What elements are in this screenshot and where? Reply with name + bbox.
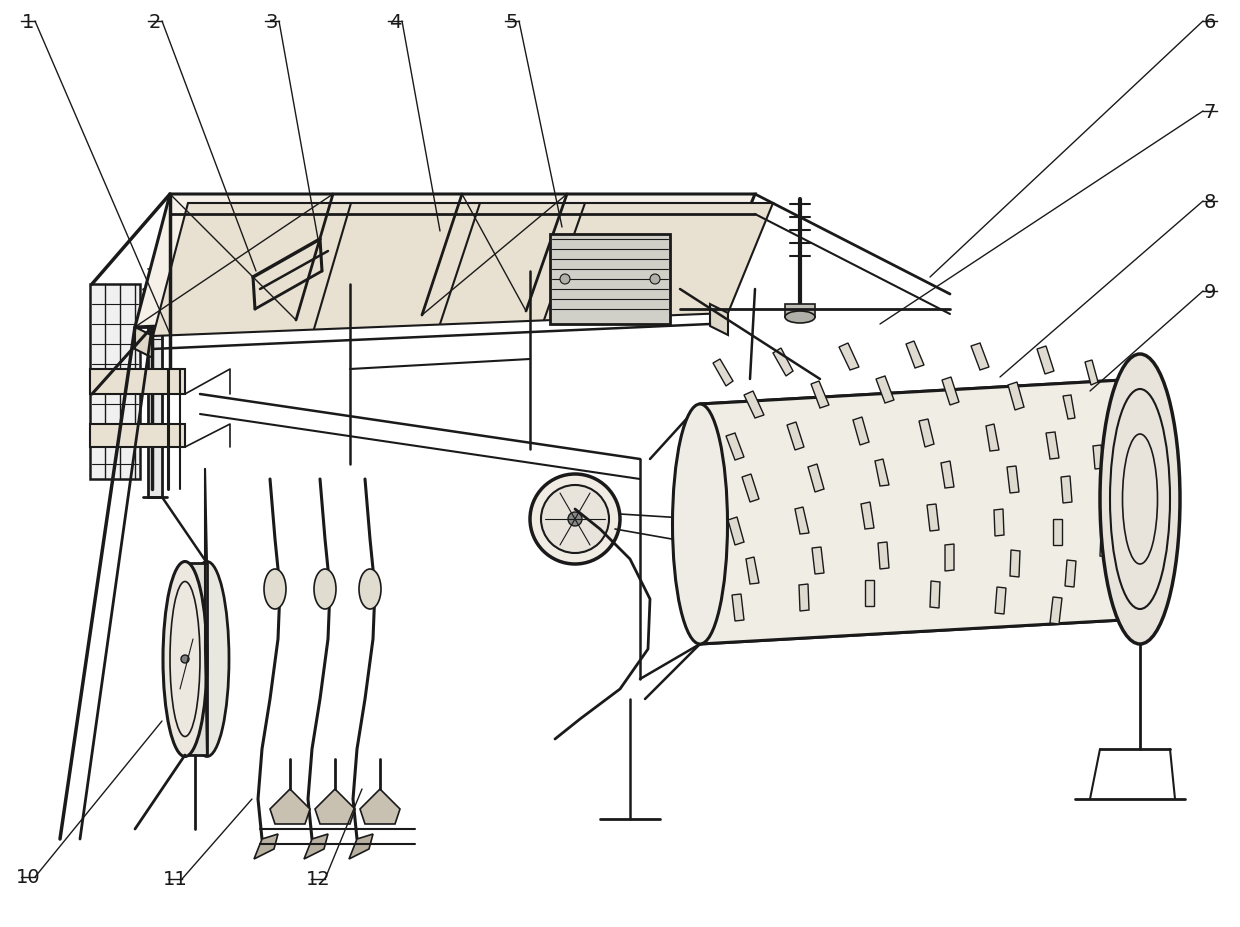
Ellipse shape xyxy=(560,274,570,285)
Ellipse shape xyxy=(264,569,286,609)
Polygon shape xyxy=(315,789,355,824)
Text: 3: 3 xyxy=(265,12,278,32)
Polygon shape xyxy=(1085,361,1097,386)
Polygon shape xyxy=(1092,446,1104,469)
Polygon shape xyxy=(866,580,874,606)
Polygon shape xyxy=(701,379,1140,644)
Polygon shape xyxy=(994,510,1004,537)
Polygon shape xyxy=(799,584,808,611)
Ellipse shape xyxy=(529,475,620,565)
Polygon shape xyxy=(861,502,874,529)
Ellipse shape xyxy=(162,562,207,756)
Polygon shape xyxy=(713,360,733,387)
Text: 2: 2 xyxy=(149,12,161,32)
Polygon shape xyxy=(91,425,185,448)
Polygon shape xyxy=(1008,383,1024,411)
Polygon shape xyxy=(270,789,310,824)
Polygon shape xyxy=(1047,433,1059,460)
Text: 1: 1 xyxy=(22,12,35,32)
Polygon shape xyxy=(725,434,744,461)
Polygon shape xyxy=(185,564,207,756)
Polygon shape xyxy=(942,377,959,406)
Polygon shape xyxy=(787,423,804,451)
Ellipse shape xyxy=(360,569,381,609)
Ellipse shape xyxy=(568,513,582,527)
Polygon shape xyxy=(945,544,954,571)
Text: 8: 8 xyxy=(1204,192,1216,211)
Ellipse shape xyxy=(314,569,336,609)
Polygon shape xyxy=(812,548,825,575)
Polygon shape xyxy=(1063,396,1075,420)
Polygon shape xyxy=(994,588,1006,615)
Polygon shape xyxy=(1050,597,1061,624)
Polygon shape xyxy=(811,382,830,409)
Ellipse shape xyxy=(672,404,728,644)
Polygon shape xyxy=(941,462,954,489)
Text: 10: 10 xyxy=(16,868,41,886)
Polygon shape xyxy=(551,235,670,324)
Polygon shape xyxy=(148,289,162,498)
Ellipse shape xyxy=(1100,355,1180,644)
Polygon shape xyxy=(808,464,825,492)
Text: 9: 9 xyxy=(1204,282,1216,301)
Polygon shape xyxy=(853,417,869,446)
Text: 12: 12 xyxy=(305,870,330,889)
Polygon shape xyxy=(135,327,153,359)
Polygon shape xyxy=(930,581,940,608)
Polygon shape xyxy=(304,834,329,859)
Ellipse shape xyxy=(650,274,660,285)
Polygon shape xyxy=(773,349,794,376)
Polygon shape xyxy=(135,195,755,327)
Polygon shape xyxy=(728,517,744,545)
Ellipse shape xyxy=(181,655,188,664)
Polygon shape xyxy=(971,344,990,371)
Polygon shape xyxy=(742,475,759,502)
Polygon shape xyxy=(919,420,934,448)
Ellipse shape xyxy=(541,486,609,553)
Text: 5: 5 xyxy=(506,12,518,32)
Polygon shape xyxy=(1065,561,1076,588)
Polygon shape xyxy=(91,370,185,395)
Polygon shape xyxy=(875,460,889,487)
Polygon shape xyxy=(1061,476,1073,503)
Polygon shape xyxy=(1007,466,1019,493)
Ellipse shape xyxy=(785,311,815,324)
Text: 7: 7 xyxy=(1204,102,1216,121)
Polygon shape xyxy=(785,305,815,318)
Polygon shape xyxy=(878,542,889,569)
Polygon shape xyxy=(795,507,808,535)
Polygon shape xyxy=(1011,551,1021,578)
Polygon shape xyxy=(254,834,278,859)
Polygon shape xyxy=(875,376,894,403)
Text: 4: 4 xyxy=(389,12,402,32)
Polygon shape xyxy=(986,425,999,451)
Polygon shape xyxy=(906,342,924,369)
Polygon shape xyxy=(360,789,401,824)
Polygon shape xyxy=(1053,519,1061,545)
Polygon shape xyxy=(746,557,759,584)
Polygon shape xyxy=(153,204,773,337)
Polygon shape xyxy=(744,391,764,419)
Polygon shape xyxy=(711,305,728,336)
Polygon shape xyxy=(839,344,859,371)
Polygon shape xyxy=(732,594,744,621)
Polygon shape xyxy=(928,504,939,531)
Polygon shape xyxy=(91,285,140,479)
Polygon shape xyxy=(1100,533,1109,557)
Text: 6: 6 xyxy=(1204,12,1216,32)
Ellipse shape xyxy=(185,562,229,756)
Text: 11: 11 xyxy=(162,870,187,889)
Polygon shape xyxy=(348,834,373,859)
Polygon shape xyxy=(1037,347,1054,375)
